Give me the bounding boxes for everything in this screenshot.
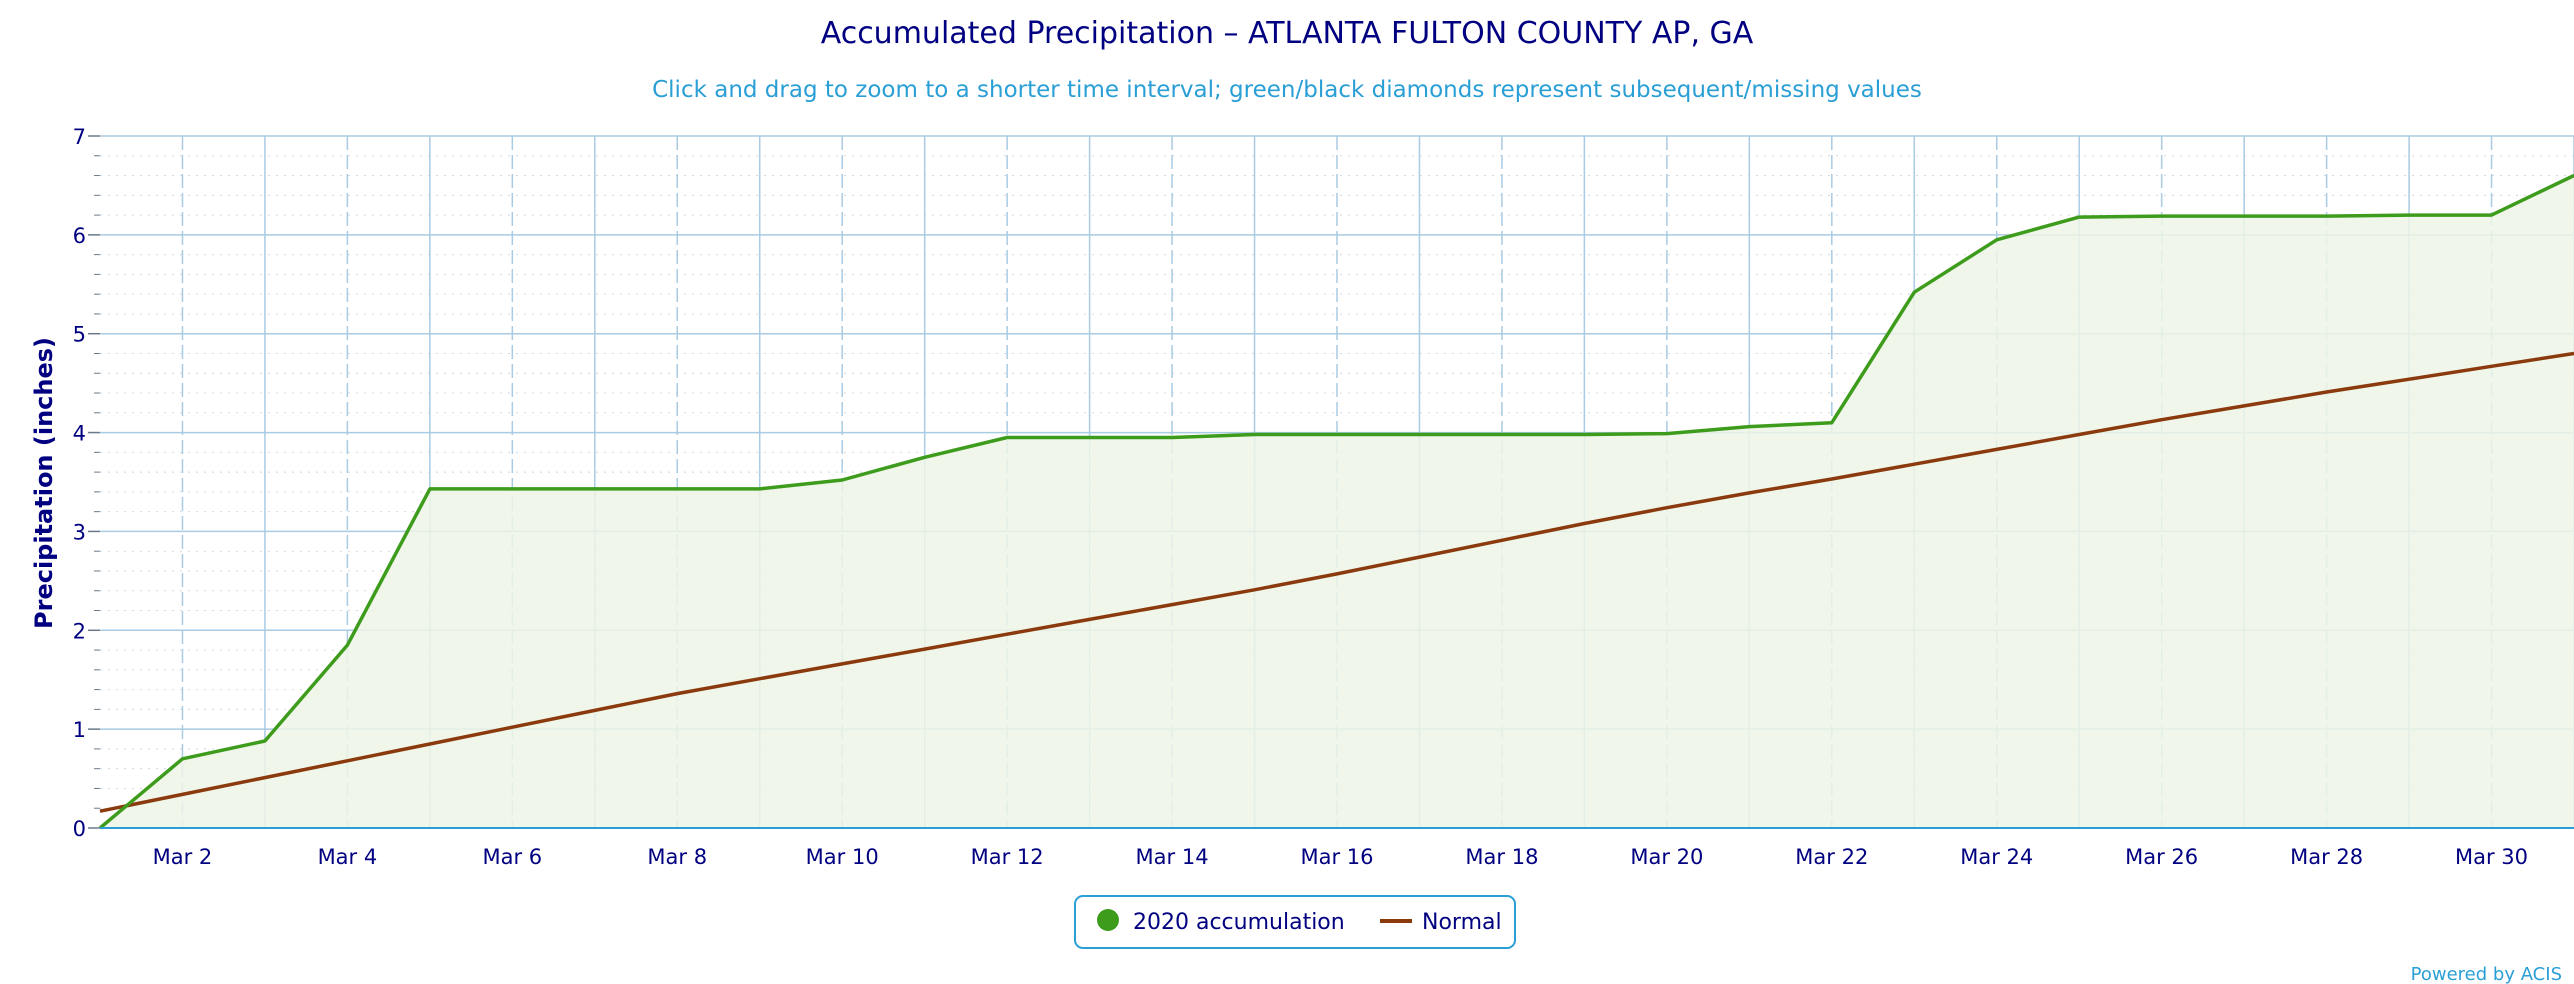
legend-label-2020-accumulation: 2020 accumulation	[1133, 910, 1345, 935]
chart-title: Accumulated Precipitation – ATLANTA FULT…	[821, 16, 1754, 51]
x-axis: Mar 2 Mar 4 Mar 6 Mar 8 Mar 10 Mar 12 Mar 14 Ma…	[100, 827, 2574, 869]
credit-text[interactable]: Powered by ACIS	[2411, 964, 2562, 984]
x-tick-label: Mar 26	[2125, 845, 2198, 869]
legend[interactable]: 2020 accumulation Normal	[1074, 895, 1516, 949]
x-tick-label: Mar 8	[647, 845, 707, 869]
legend-label-normal: Normal	[1422, 910, 1502, 935]
legend-item-2020-accumulation[interactable]: 2020 accumulation	[1097, 909, 1345, 935]
x-tick-label: Mar 4	[318, 845, 378, 869]
legend-item-normal[interactable]: Normal	[1380, 910, 1502, 935]
x-tick-label: Mar 10	[806, 845, 879, 869]
legend-marker-2020-accumulation	[1097, 909, 1119, 931]
legend-box	[1074, 895, 1516, 949]
x-tick-label: Mar 28	[2290, 845, 2363, 869]
x-tick-label: Mar 30	[2455, 845, 2528, 869]
chart-subtitle: Click and drag to zoom to a shorter time…	[652, 77, 1922, 103]
series-line-normal[interactable]	[99, 351, 2574, 813]
y-tick-label: 3	[73, 520, 86, 544]
y-tick-label: 6	[73, 224, 86, 248]
y-axis: 0 1 2 3 4 5 6 7	[73, 125, 100, 841]
y-tick-label: 1	[73, 718, 86, 742]
y-axis-label: Precipitation (inches)	[30, 337, 58, 629]
x-tick-label: Mar 24	[1960, 845, 2033, 869]
y-tick-label: 0	[73, 817, 86, 841]
x-tick-label: Mar 14	[1136, 845, 1209, 869]
series-area-2020-accumulation	[100, 175, 2574, 828]
plot-area[interactable]	[98, 135, 2574, 830]
x-tick-label: Mar 16	[1300, 845, 1373, 869]
x-tick-label: Mar 22	[1795, 845, 1868, 869]
y-tick-label: 5	[73, 323, 86, 347]
x-tick-label: Mar 2	[153, 845, 213, 869]
x-tick-label: Mar 6	[482, 845, 542, 869]
x-tick-label: Mar 12	[971, 845, 1044, 869]
y-tick-label: 7	[73, 125, 86, 149]
series-line-2020-accumulation[interactable]	[98, 173, 2574, 830]
series-layer	[98, 173, 2574, 830]
y-tick-label: 2	[73, 619, 86, 643]
y-tick-label: 4	[73, 422, 86, 446]
x-tick-label: Mar 20	[1630, 845, 1703, 869]
x-tick-label: Mar 18	[1465, 845, 1538, 869]
